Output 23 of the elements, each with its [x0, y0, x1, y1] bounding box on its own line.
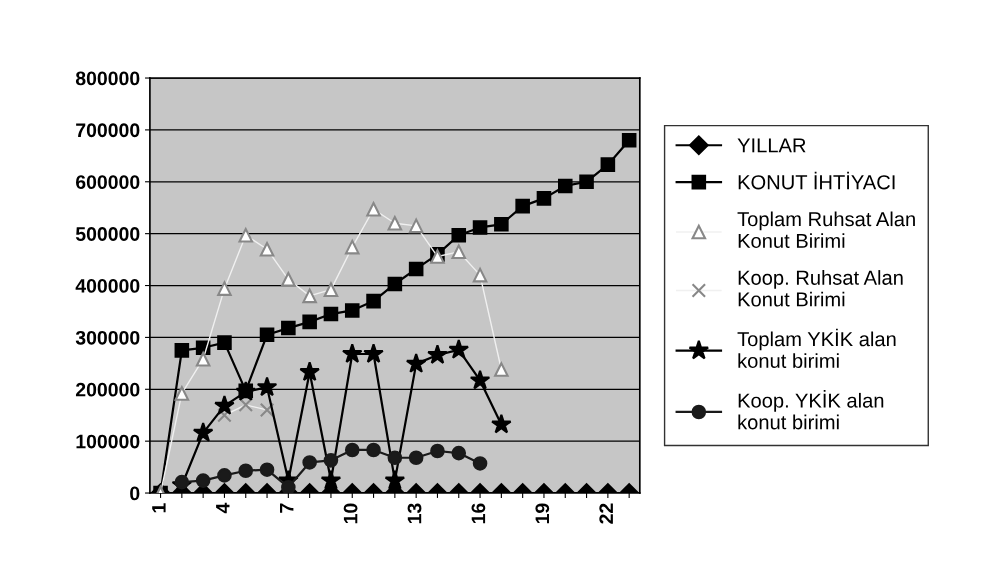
legend-label: Koop. YKİK alan konut birimi — [738, 390, 884, 430]
x-tick-label: 1 — [152, 503, 166, 513]
legend-label: Toplam Ruhsat Alan Konut Birimi — [737, 211, 915, 248]
legend-label: YILLAR — [737, 138, 806, 153]
legend-label: Toplam YKİK alan konut birimi — [737, 328, 896, 368]
y-tick-label: 100000 — [76, 434, 140, 449]
x-tick-label: 13 — [407, 503, 422, 524]
x-tick-label: 7 — [280, 503, 294, 513]
y-tick-label: 0 — [130, 486, 140, 501]
x-tick-label: 10 — [343, 503, 358, 524]
x-tick-label: 4 — [216, 502, 230, 514]
y-tick-label: 400000 — [75, 279, 140, 293]
y-tick-label: 800000 — [75, 71, 140, 86]
x-tick-label: 19 — [535, 503, 550, 524]
y-tick-label: 700000 — [76, 123, 140, 138]
y-tick-label: 600000 — [76, 175, 140, 190]
y-tick-label: 500000 — [75, 227, 140, 241]
legend-label: Koop. Ruhsat Alan Konut Birimi — [738, 270, 903, 307]
y-tick-label: 300000 — [75, 330, 140, 345]
y-tick-label: 200000 — [75, 382, 140, 397]
x-tick-label: 22 — [599, 503, 613, 524]
legend-label: KONUT İHTİYACI — [738, 171, 895, 190]
x-tick-label: 16 — [471, 503, 486, 524]
